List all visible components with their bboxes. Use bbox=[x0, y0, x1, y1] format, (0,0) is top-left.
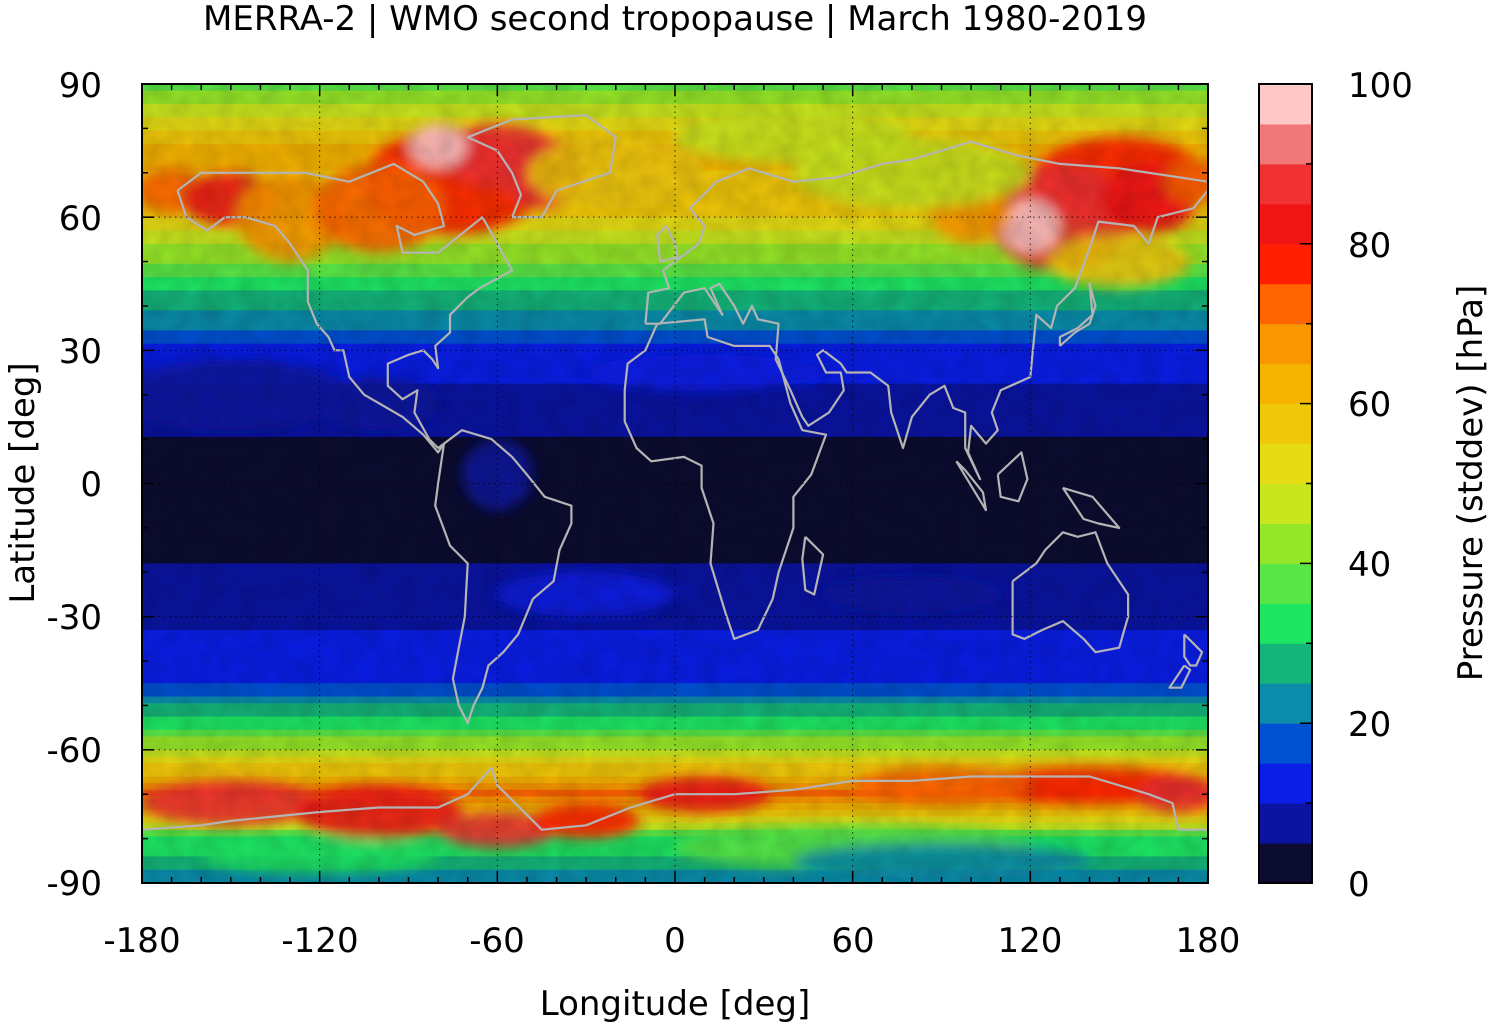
colorbar-segment bbox=[1259, 323, 1312, 365]
colorbar-segment bbox=[1259, 403, 1312, 445]
x-tick-label: 60 bbox=[831, 921, 874, 961]
coastline bbox=[1168, 664, 1192, 689]
x-tick-label: -120 bbox=[281, 921, 358, 961]
map-field bbox=[142, 84, 1208, 883]
colorbar-tick-label: 60 bbox=[1348, 385, 1391, 425]
colorbar-segment bbox=[1259, 683, 1312, 724]
colorbar-tick-label: 40 bbox=[1348, 545, 1391, 585]
y-tick-label: -90 bbox=[46, 864, 102, 904]
colorbar-segment bbox=[1259, 243, 1312, 285]
coastline bbox=[996, 451, 1029, 503]
colorbar-tick-label: 0 bbox=[1348, 865, 1370, 905]
y-tick-label: 90 bbox=[59, 66, 102, 106]
colorbar-segment bbox=[1259, 203, 1312, 245]
colorbar-segment bbox=[1259, 523, 1312, 564]
coastline bbox=[434, 429, 573, 725]
colorbar-ticks bbox=[1300, 83, 1312, 884]
x-axis-label: Longitude [deg] bbox=[540, 984, 811, 1024]
colorbar-segment bbox=[1259, 163, 1312, 205]
coastline bbox=[1058, 282, 1097, 347]
coastline bbox=[623, 318, 828, 640]
x-tick-label: 120 bbox=[998, 921, 1063, 961]
colorbar-segment bbox=[1259, 563, 1312, 604]
chart-title: MERRA-2 | WMO second tropopause | March … bbox=[203, 0, 1147, 39]
colorbar-segment bbox=[1259, 443, 1312, 484]
colorbar-tick-label: 80 bbox=[1348, 226, 1391, 266]
colorbar-tick-label: 100 bbox=[1348, 66, 1413, 106]
colorbar-segment bbox=[1259, 123, 1312, 165]
colorbar-segment bbox=[1259, 363, 1312, 405]
colorbar-label: Pressure (stddev) [hPa] bbox=[1451, 285, 1491, 681]
x-tick-labels: -180 -120 -60 0 60 120 180 bbox=[103, 921, 1240, 961]
colorbar-segment bbox=[1259, 763, 1312, 804]
colorbar-tick-label: 20 bbox=[1348, 705, 1391, 745]
grid-lines bbox=[142, 84, 1208, 883]
coastlines bbox=[142, 114, 1208, 831]
coastline bbox=[1061, 486, 1121, 529]
coastline bbox=[1011, 531, 1130, 654]
y-tick-label: 30 bbox=[59, 332, 102, 372]
coastline bbox=[142, 766, 1208, 831]
y-tick-label: 0 bbox=[80, 465, 102, 505]
x-tick-label: 180 bbox=[1176, 921, 1241, 961]
colorbar-tick-labels: 0 20 40 60 80 100 bbox=[1348, 66, 1413, 905]
coastline bbox=[801, 536, 825, 596]
colorbar-segment bbox=[1259, 483, 1312, 524]
colorbar-segment bbox=[1259, 723, 1312, 764]
y-tick-label: 60 bbox=[59, 199, 102, 239]
y-tick-labels: -90 -60 -30 0 30 60 90 bbox=[46, 66, 102, 904]
colorbar-segment bbox=[1259, 283, 1312, 325]
colorbar-segment bbox=[1259, 603, 1312, 644]
coastline bbox=[1183, 633, 1204, 667]
coastline bbox=[955, 460, 987, 512]
axis-ticks bbox=[141, 83, 1209, 884]
colorbar-segment bbox=[1259, 84, 1312, 125]
y-tick-label: -60 bbox=[46, 731, 102, 771]
colorbar bbox=[1259, 84, 1312, 884]
colorbar-segment bbox=[1259, 803, 1312, 844]
colorbar-segment bbox=[1259, 843, 1312, 884]
x-tick-label: -60 bbox=[469, 921, 525, 961]
coastline bbox=[656, 224, 680, 263]
coastline bbox=[644, 140, 1208, 481]
y-tick-label: -30 bbox=[46, 598, 102, 638]
y-axis-label: Latitude [deg] bbox=[3, 362, 43, 603]
x-tick-label: 0 bbox=[664, 921, 686, 961]
coastline bbox=[176, 162, 514, 454]
x-tick-label: -180 bbox=[103, 921, 180, 961]
colorbar-segment bbox=[1259, 643, 1312, 684]
coastline bbox=[466, 114, 617, 219]
